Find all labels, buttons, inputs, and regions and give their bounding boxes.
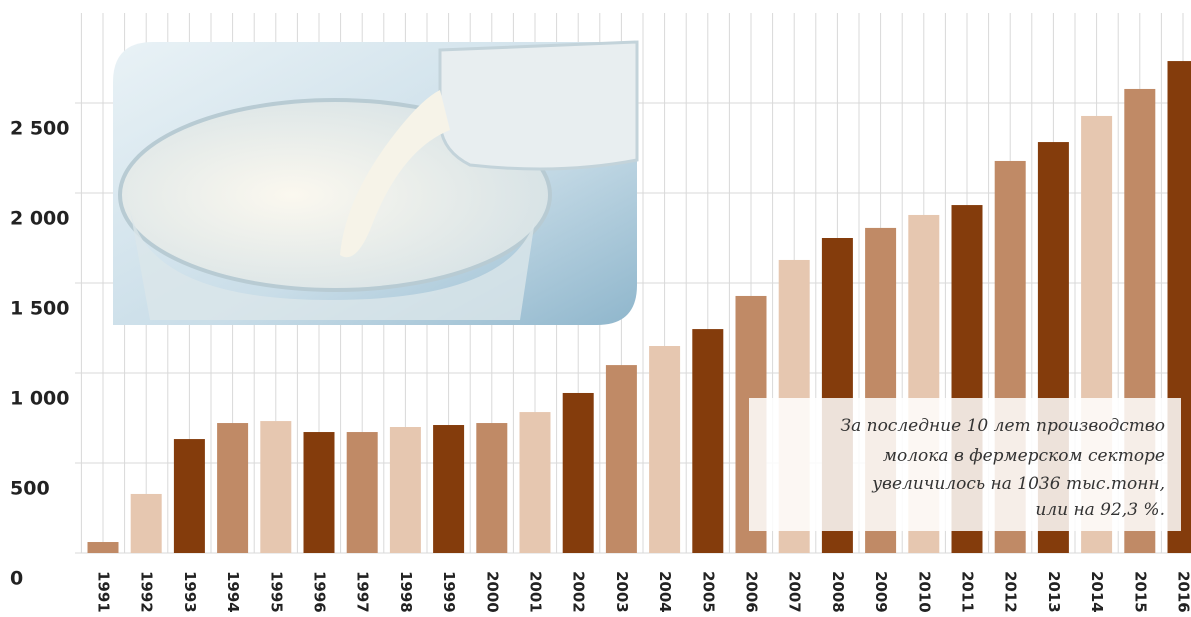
x-tick-label: 2012 [1002,571,1020,613]
x-tick-label: 2015 [1131,571,1149,613]
x-tick-label: 1998 [397,571,415,613]
x-tick-label: 2006 [743,571,761,613]
y-tick-label: 2 000 [10,208,70,230]
annotation-line: молока в фермерском секторе [883,446,1165,466]
bar [476,423,508,553]
bar [519,412,551,553]
labels: 0 500 1 000 1 500 2 000 2 500 1991 1992 1993 1994… [10,118,1191,613]
bar [346,432,378,553]
x-tick-label: 2004 [656,571,674,613]
bar [303,432,335,553]
bar [389,427,421,553]
x-tick-label: 1991 [95,571,113,613]
x-tick-label: 2010 [915,571,933,613]
x-tick-label: 2001 [527,571,545,613]
y-tick-label: 1 500 [10,298,70,320]
x-tick-label: 2013 [1045,571,1063,613]
x-tick-label: 1995 [267,571,285,613]
bar [260,421,292,553]
x-tick-label: 2009 [872,571,890,613]
photo [113,40,639,325]
x-tick-label: 2014 [1088,571,1106,613]
x-tick-label: 2016 [1175,571,1191,613]
x-tick-label: 1993 [181,571,199,613]
x-tick-label: 1992 [138,571,156,613]
x-tick-label: 1996 [311,571,329,613]
bar [692,329,724,553]
x-tick-label: 2007 [786,571,804,613]
x-tick-label: 2008 [829,571,847,613]
annotation-line: За последние 10 лет производство [840,416,1165,436]
annotation-line: увеличилось на 1036 тыс.тонн, [871,474,1165,494]
bar [173,439,205,553]
x-tick-label: 2003 [613,571,631,613]
bar [649,346,681,553]
y-tick-label: 0 [10,568,23,590]
bar [87,542,119,553]
bar [562,392,594,553]
bar [217,423,249,553]
x-tick-label: 2000 [483,571,501,613]
bar [433,425,465,553]
x-tick-label: 1999 [440,571,458,613]
y-tick-label: 2 500 [10,118,70,140]
bar [130,493,162,553]
y-tick-label: 1 000 [10,388,70,410]
x-tick-label: 2011 [959,571,977,613]
annotation-line: или на 92,3 %. [1035,500,1165,520]
y-tick-label: 500 [10,478,50,500]
x-tick-label: 2005 [699,571,717,613]
x-tick-label: 1994 [224,571,242,613]
annotation-box: За последние 10 лет производство молока … [749,398,1181,531]
bar [605,365,637,553]
x-tick-label: 2002 [570,571,588,613]
x-tick-label: 1997 [354,571,372,613]
